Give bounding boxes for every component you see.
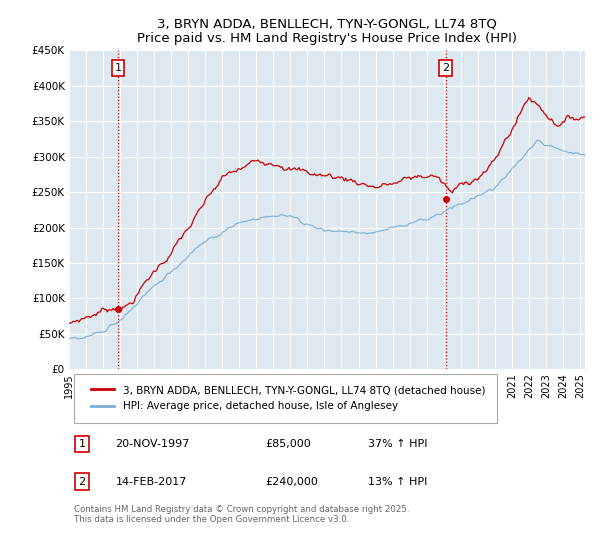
Text: 20-NOV-1997: 20-NOV-1997 <box>115 439 190 449</box>
Text: 1: 1 <box>79 439 85 449</box>
Text: 2: 2 <box>442 63 449 73</box>
Text: 13% ↑ HPI: 13% ↑ HPI <box>368 477 428 487</box>
Text: 14-FEB-2017: 14-FEB-2017 <box>115 477 187 487</box>
Legend: 3, BRYN ADDA, BENLLECH, TYN-Y-GONGL, LL74 8TQ (detached house), HPI: Average pri: 3, BRYN ADDA, BENLLECH, TYN-Y-GONGL, LL7… <box>87 381 489 416</box>
Title: 3, BRYN ADDA, BENLLECH, TYN-Y-GONGL, LL74 8TQ
Price paid vs. HM Land Registry's : 3, BRYN ADDA, BENLLECH, TYN-Y-GONGL, LL7… <box>137 17 517 45</box>
Text: £85,000: £85,000 <box>265 439 311 449</box>
Text: Contains HM Land Registry data © Crown copyright and database right 2025.
This d: Contains HM Land Registry data © Crown c… <box>74 505 410 524</box>
Text: 1: 1 <box>115 63 122 73</box>
FancyBboxPatch shape <box>74 374 497 423</box>
Text: £240,000: £240,000 <box>265 477 318 487</box>
Text: 37% ↑ HPI: 37% ↑ HPI <box>368 439 428 449</box>
Text: 2: 2 <box>79 477 85 487</box>
